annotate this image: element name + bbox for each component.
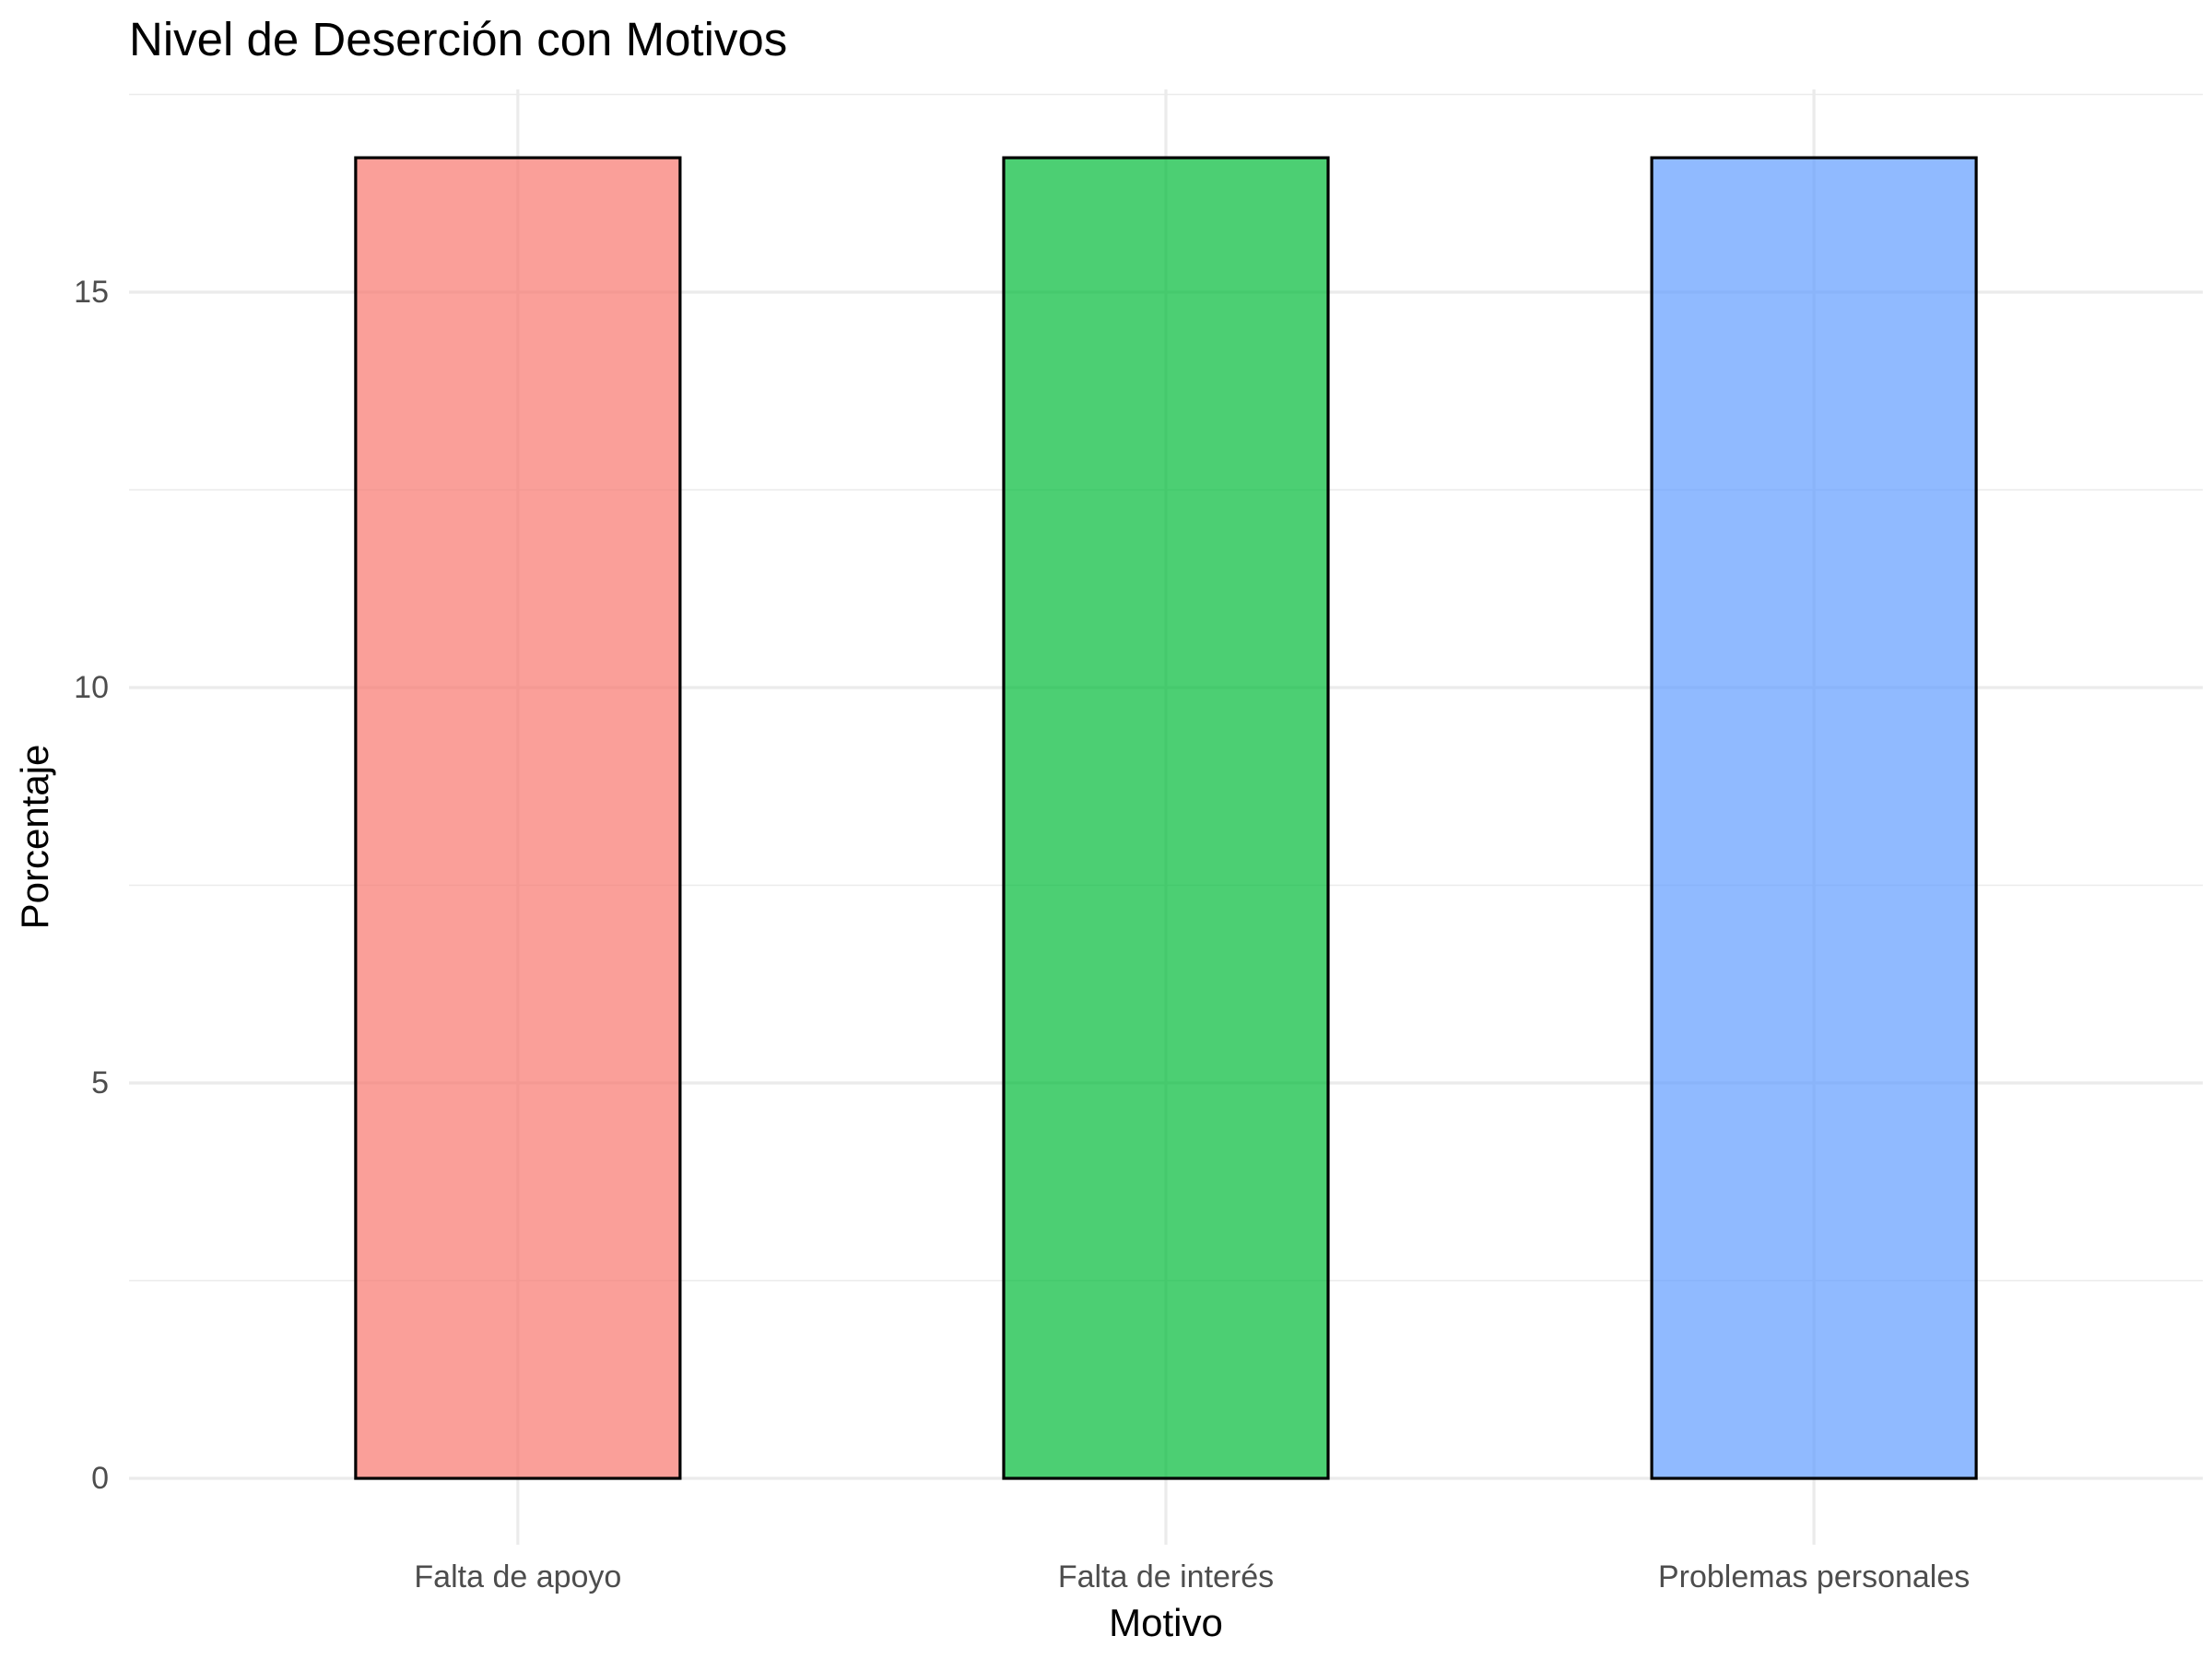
y-axis-ticks: 0 5 10 15	[74, 275, 109, 1496]
y-tick-label: 0	[91, 1461, 109, 1496]
bars-layer	[354, 156, 1978, 1480]
bar	[354, 156, 682, 1480]
bar	[1650, 156, 1978, 1480]
chart-title: Nivel de Deserción con Motivos	[129, 13, 787, 65]
x-tick-label: Falta de apoyo	[414, 1559, 621, 1594]
x-axis-title: Motivo	[1109, 1601, 1223, 1644]
y-tick-label: 5	[91, 1065, 109, 1100]
x-tick-label: Falta de interés	[1058, 1559, 1274, 1594]
y-tick-label: 10	[74, 670, 109, 705]
x-tick-label: Problemas personales	[1658, 1559, 1970, 1594]
x-axis-ticks: Falta de apoyo Falta de interés Problemas …	[414, 1559, 1970, 1594]
y-axis-title: Porcentaje	[13, 745, 56, 930]
bar	[1002, 156, 1330, 1480]
y-tick-label: 15	[74, 275, 109, 310]
